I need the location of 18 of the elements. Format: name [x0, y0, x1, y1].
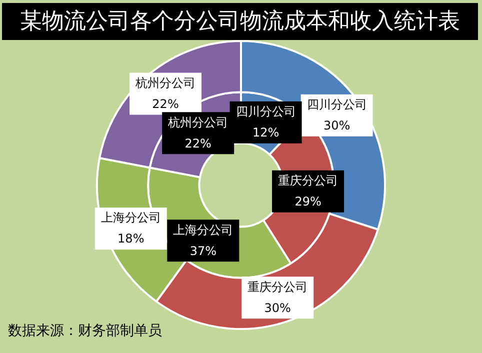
data-label: 22% — [152, 96, 179, 111]
slice-label: 上海分公司 — [100, 210, 161, 225]
data-label: 30% — [323, 118, 350, 133]
data-label: 22% — [184, 136, 212, 150]
slice-label: 上海分公司 — [173, 222, 234, 237]
data-label: 12% — [252, 126, 280, 140]
data-label: 29% — [294, 194, 322, 208]
slice-label: 重庆分公司 — [248, 280, 308, 294]
data-label: 18% — [118, 232, 144, 246]
slice-label: 杭州分公司 — [167, 115, 228, 130]
data-label: 30% — [264, 300, 291, 315]
slice-label: 四川分公司 — [236, 104, 296, 119]
source-note: 数据来源：财务部制单员 — [8, 322, 162, 340]
data-label: 37% — [190, 244, 216, 258]
slice-label: 杭州分公司 — [134, 76, 196, 90]
chart-title: 某物流公司各个分公司物流成本和收入统计表 — [2, 3, 478, 40]
slice-label: 四川分公司 — [306, 98, 367, 112]
category-label: 重庆分公司 — [278, 173, 338, 188]
